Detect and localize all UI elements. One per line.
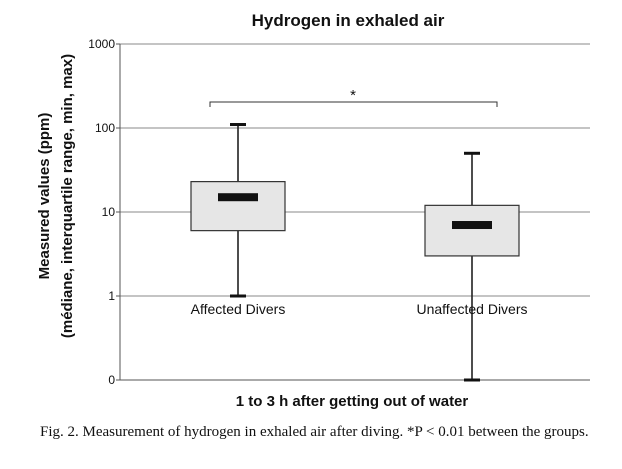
category-label-2: Unaffected Divers (416, 301, 527, 317)
y-ticks: 0 1 10 100 1000 (88, 37, 115, 387)
y-tick-label-0: 0 (108, 373, 115, 387)
y-axis-label-line1: Measured values (ppm) (36, 113, 53, 280)
iqr-box-2 (424, 204, 520, 257)
box-group-1: Affected Divers (190, 123, 286, 317)
box-plot-chart: Hydrogen in exhaled air 0 1 10 100 1000 * Af… (36, 11, 590, 410)
significance-bracket: * (209, 87, 498, 107)
chart-title: Hydrogen in exhaled air (252, 11, 445, 30)
significance-star: * (350, 87, 356, 104)
y-tick-label-10: 10 (102, 205, 116, 219)
x-axis-label: 1 to 3 h after getting out of water (236, 393, 469, 410)
median-marker-2 (452, 221, 492, 230)
y-axis-label-line2: (médiane, interquartile range, min, max) (59, 54, 76, 338)
category-label-1: Affected Divers (191, 301, 286, 317)
median-marker-1 (218, 193, 258, 202)
boxes: Affected Divers Unaffected Divers (190, 123, 528, 382)
box-group-2: Unaffected Divers (416, 151, 528, 382)
y-tick-label-1000: 1000 (88, 37, 115, 51)
y-tick-label-1: 1 (108, 289, 115, 303)
y-tick-label-100: 100 (95, 121, 115, 135)
figure-caption: Fig. 2. Measurement of hydrogen in exhal… (40, 424, 589, 440)
bracket-line (209, 101, 498, 107)
iqr-box-1 (190, 181, 286, 232)
